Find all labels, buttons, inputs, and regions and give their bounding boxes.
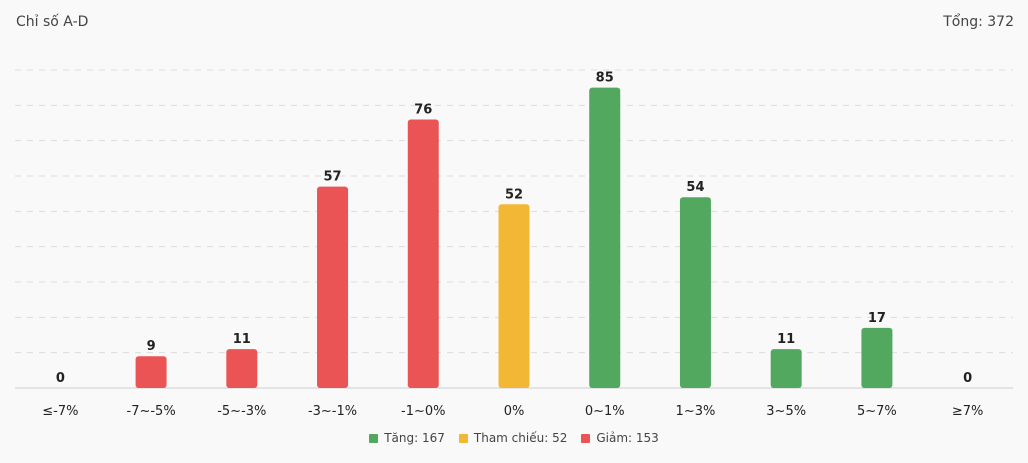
bar-value-label: 0 (56, 371, 65, 386)
legend-swatch-decrease (581, 433, 591, 443)
x-tick-label: 0% (504, 404, 525, 419)
bar-value-label: 57 (323, 170, 341, 185)
x-tick-label: 5~7% (857, 404, 897, 419)
bar[interactable] (498, 204, 530, 388)
x-tick-label: -7~-5% (127, 404, 176, 419)
legend-swatch-reference (458, 433, 468, 443)
bar-value-label: 76 (414, 102, 432, 117)
total-count: Tổng: 372 (943, 14, 1014, 30)
bar[interactable] (589, 87, 621, 389)
bar-value-label: 17 (868, 311, 886, 326)
legend-item-reference[interactable]: Tham chiếu: 52 (458, 431, 568, 445)
bar-value-label: 54 (686, 180, 704, 195)
bar-value-label: 85 (596, 71, 614, 86)
legend-swatch-increase (369, 433, 379, 443)
bar-value-label: 52 (505, 187, 523, 202)
bar-value-label: 11 (233, 332, 251, 347)
bar[interactable] (226, 349, 258, 388)
chart-title: Chỉ số A-D (16, 14, 89, 30)
bar[interactable] (861, 327, 893, 388)
x-tick-label: ≥7% (952, 404, 984, 419)
legend-label-increase: Tăng: 167 (384, 431, 445, 445)
x-tick-label: 1~3% (676, 404, 716, 419)
legend-item-increase[interactable]: Tăng: 167 (369, 431, 445, 445)
bar[interactable] (770, 349, 802, 388)
bar[interactable] (679, 197, 711, 388)
x-tick-label: -3~-1% (308, 404, 357, 419)
chart-legend: Tăng: 167 Tham chiếu: 52 Giảm: 153 (0, 431, 1028, 445)
legend-label-decrease: Giảm: 153 (596, 431, 659, 445)
x-tick-label: 3~5% (766, 404, 806, 419)
x-tick-label: -1~0% (401, 404, 445, 419)
legend-label-reference: Tham chiếu: 52 (473, 431, 568, 445)
bar-value-label: 0 (963, 371, 972, 386)
bar-value-label: 9 (147, 339, 156, 354)
x-tick-label: ≤-7% (42, 404, 78, 419)
legend-item-decrease[interactable]: Giảm: 153 (581, 431, 659, 445)
bar[interactable] (135, 356, 167, 388)
x-tick-label: -5~-3% (217, 404, 266, 419)
bar[interactable] (407, 119, 439, 388)
bar[interactable] (317, 186, 349, 388)
bar-value-label: 11 (777, 332, 795, 347)
x-tick-label: 0~1% (585, 404, 625, 419)
